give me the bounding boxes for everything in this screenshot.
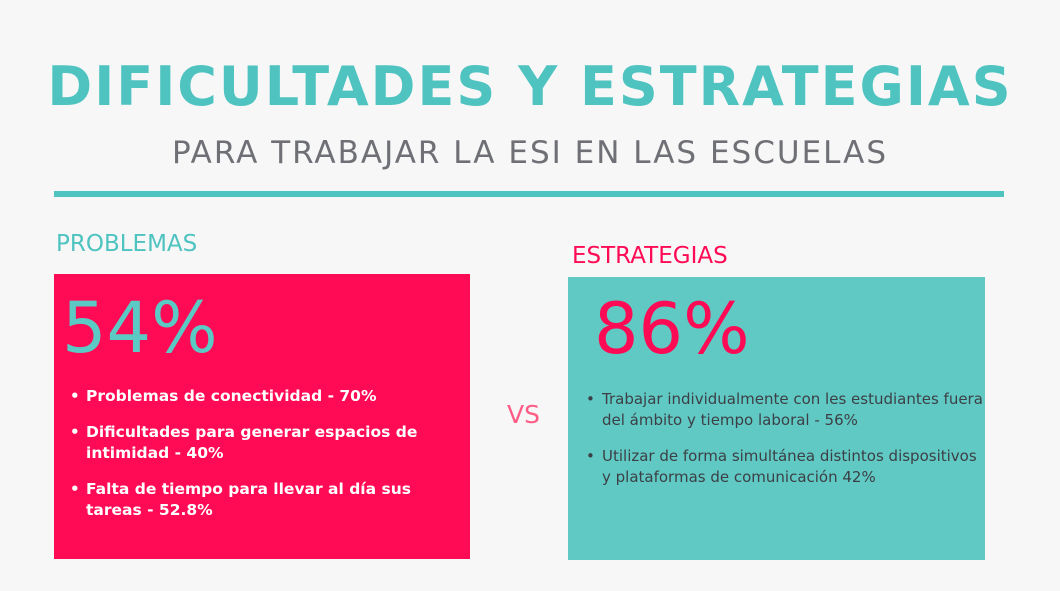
problems-percent: 54% bbox=[62, 287, 218, 369]
strategies-list: • Trabajar individualmente con les estud… bbox=[584, 389, 984, 503]
list-item-text: Utilizar de forma simultánea distintos d… bbox=[602, 447, 977, 486]
bullet-icon: • bbox=[70, 480, 80, 498]
problems-label: PROBLEMAS bbox=[56, 231, 198, 257]
list-item-text: Dificultades para generar espacios de in… bbox=[86, 423, 418, 462]
vs-label: VS bbox=[507, 400, 540, 429]
page-title: DIFICULTADES Y ESTRATEGIAS bbox=[47, 55, 1013, 118]
list-item-text: Problemas de conectividad - 70% bbox=[86, 387, 377, 405]
bullet-icon: • bbox=[586, 447, 595, 465]
list-item: • Utilizar de forma simultánea distintos… bbox=[584, 446, 984, 488]
problems-card: 54% • Problemas de conectividad - 70% • … bbox=[54, 274, 470, 559]
bullet-icon: • bbox=[586, 390, 595, 408]
title-divider bbox=[54, 191, 1004, 197]
list-item-text: Trabajar individualmente con les estudia… bbox=[602, 390, 983, 429]
list-item-text: Falta de tiempo para llevar al día sus t… bbox=[86, 480, 411, 519]
page-subtitle: PARA TRABAJAR LA ESI EN LAS ESCUELAS bbox=[171, 135, 889, 171]
list-item: • Problemas de conectividad - 70% bbox=[68, 386, 464, 407]
strategies-card: 86% • Trabajar individualmente con les e… bbox=[568, 277, 985, 560]
strategies-percent: 86% bbox=[594, 288, 750, 370]
bullet-icon: • bbox=[70, 387, 80, 405]
list-item: • Falta de tiempo para llevar al día sus… bbox=[68, 479, 464, 521]
list-item: • Trabajar individualmente con les estud… bbox=[584, 389, 984, 431]
list-item: • Dificultades para generar espacios de … bbox=[68, 422, 464, 464]
problems-list: • Problemas de conectividad - 70% • Difi… bbox=[68, 386, 464, 536]
bullet-icon: • bbox=[70, 423, 80, 441]
strategies-label: ESTRATEGIAS bbox=[572, 243, 728, 269]
